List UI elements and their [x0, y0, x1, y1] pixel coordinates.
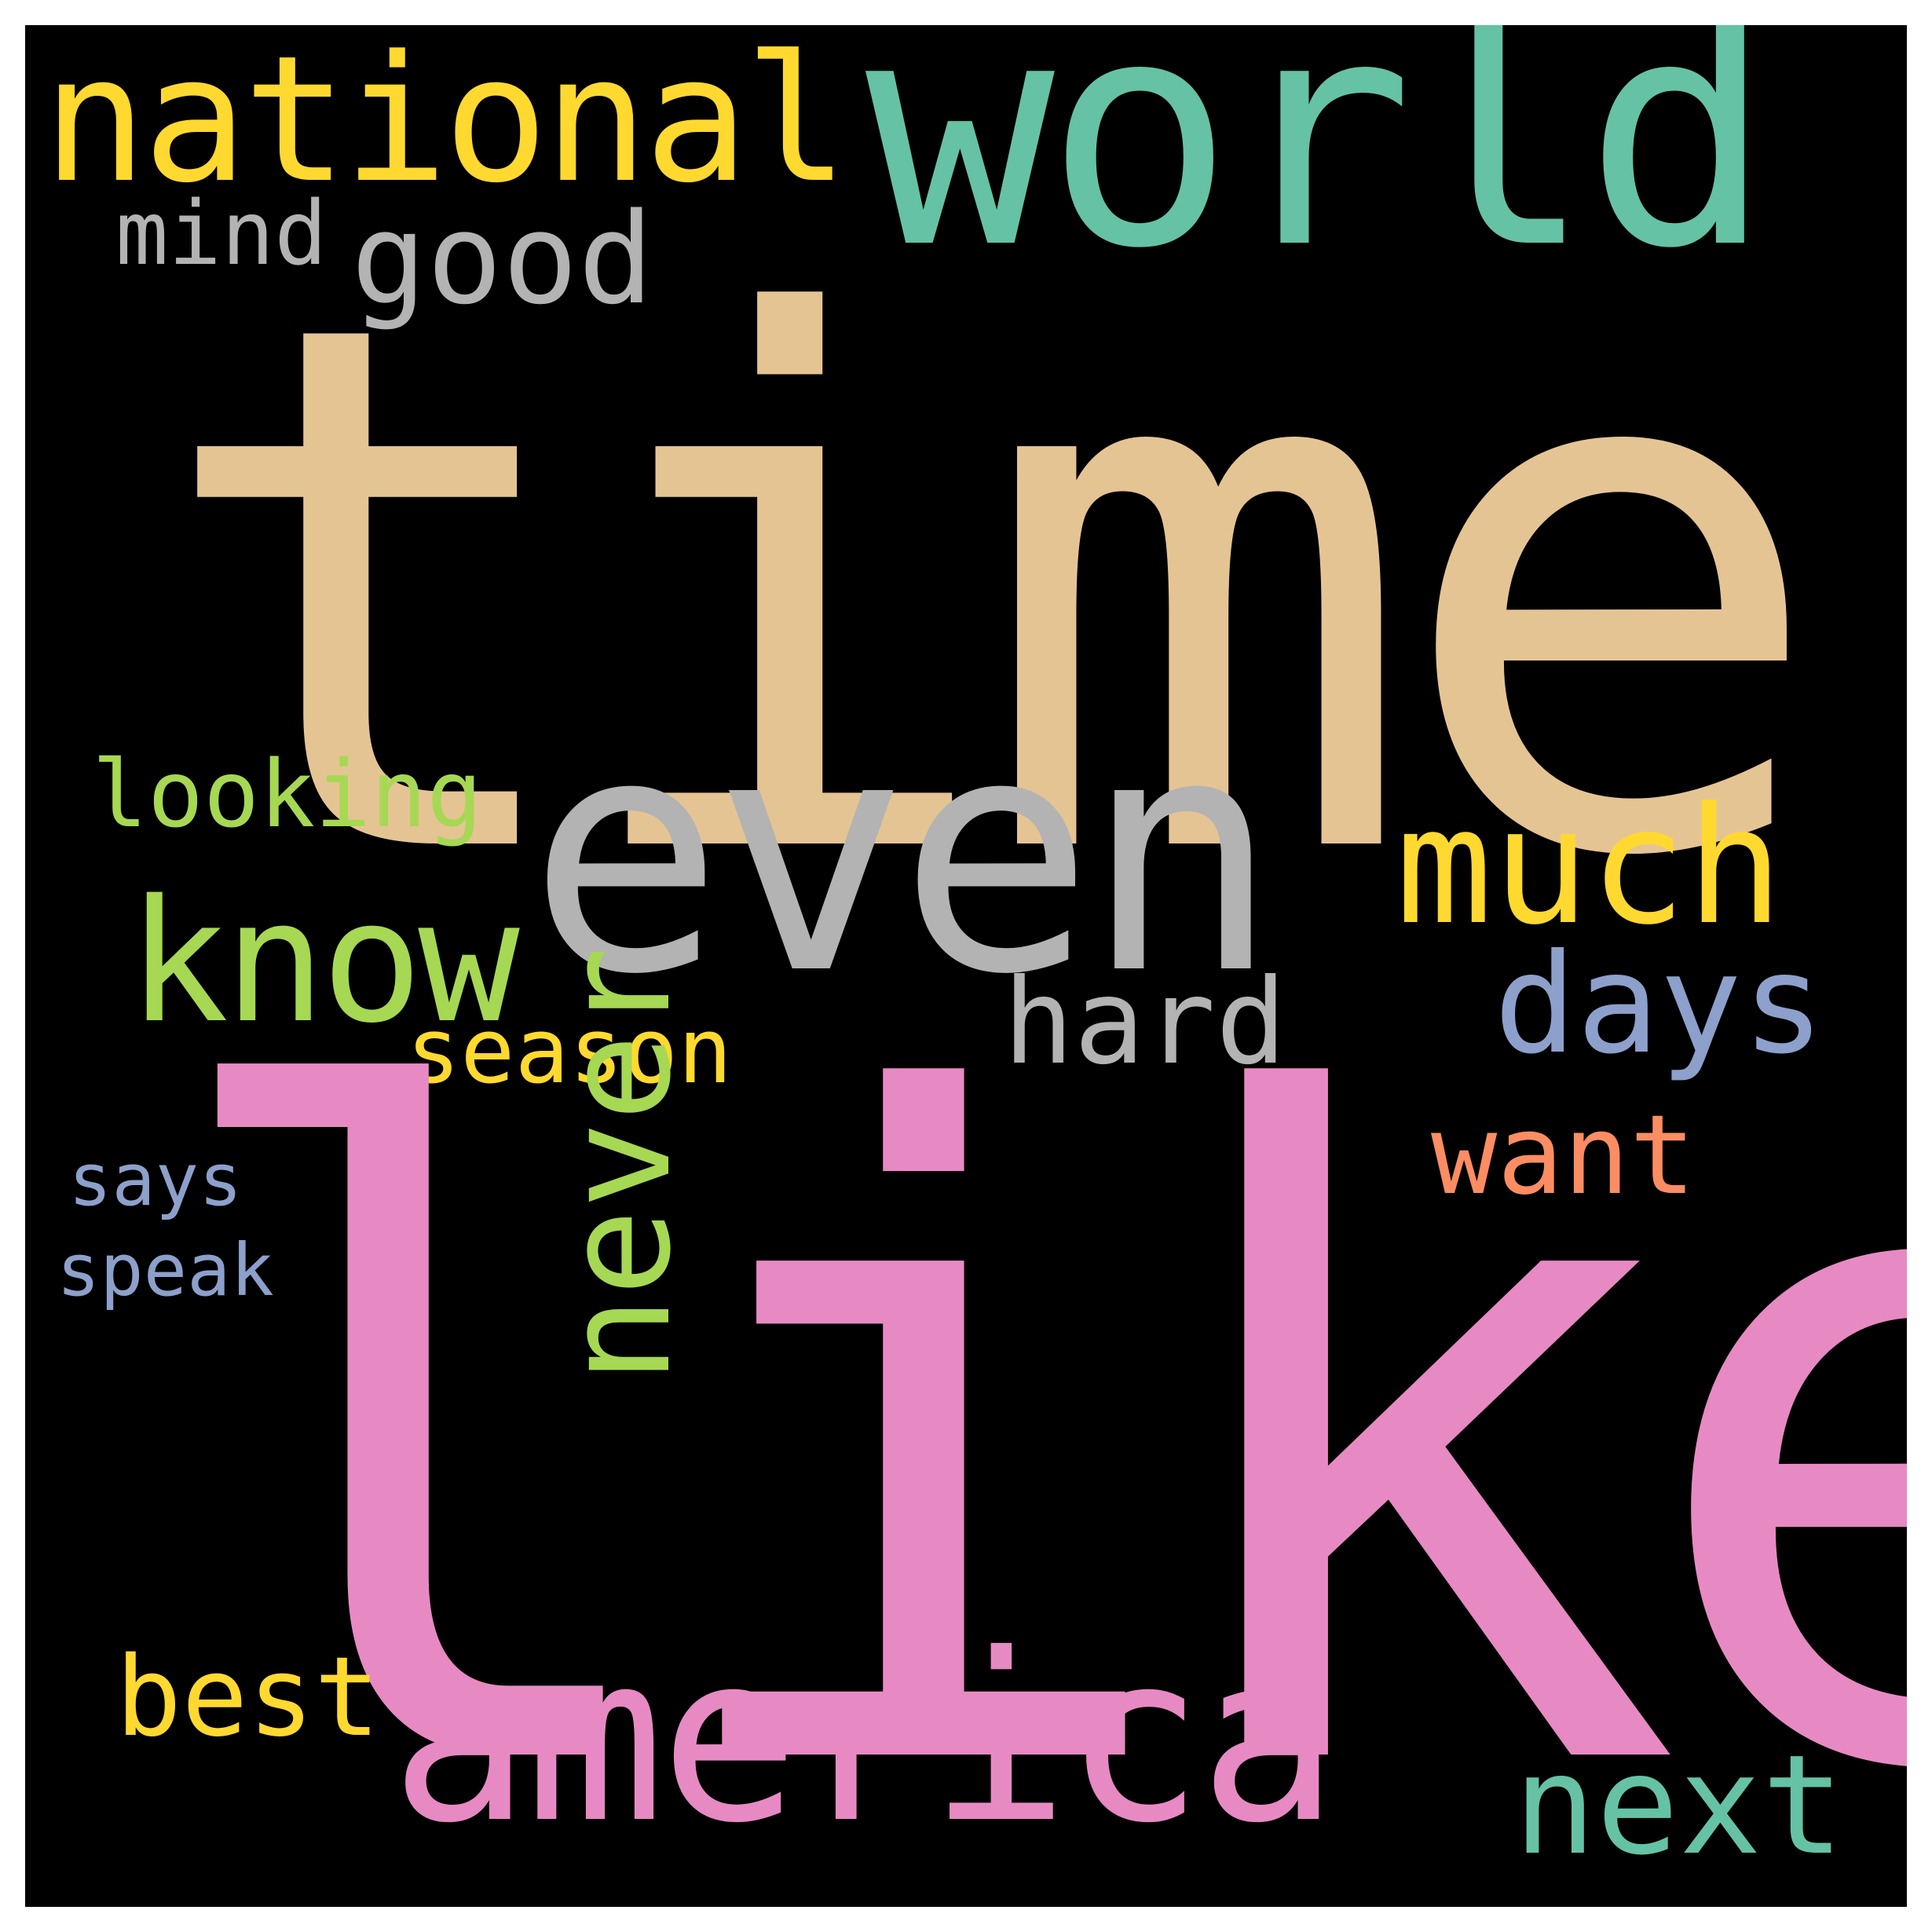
word-looking: looking — [92, 740, 483, 848]
word-america: america — [390, 1604, 1338, 1874]
word-season: season — [406, 999, 733, 1104]
word-days: days — [1494, 925, 1825, 1085]
word-best: best — [115, 1634, 381, 1762]
word-even: even — [528, 666, 1279, 1045]
word-hard: hard — [1003, 954, 1287, 1091]
word-never: never — [533, 946, 703, 1384]
word-world: world — [865, 25, 1773, 317]
word-want: want — [1431, 1092, 1696, 1220]
word-says: says — [68, 1138, 243, 1222]
word-good: good — [351, 185, 654, 332]
word-national: national — [42, 25, 849, 221]
word-speak: speak — [57, 1228, 274, 1312]
word-time: time — [151, 170, 1830, 1015]
word-like: like — [147, 917, 1907, 1907]
word-cloud-canvas: time world national mind good even looki… — [25, 25, 1907, 1907]
word-much: much — [1396, 774, 1784, 961]
word-mind: mind — [115, 183, 327, 285]
word-know: know — [127, 863, 520, 1060]
word-next: next — [1513, 1726, 1845, 1886]
